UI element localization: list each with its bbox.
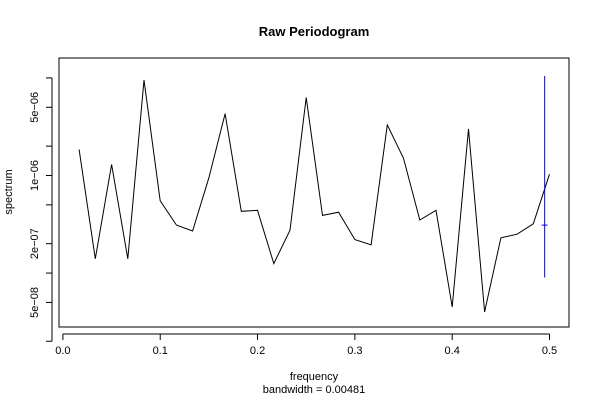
y-tick-label: 5e−08	[29, 287, 41, 318]
y-tick-label: 5e−06	[29, 92, 41, 123]
bandwidth-label: bandwidth = 0.00481	[263, 384, 365, 396]
spectrum-line	[78, 80, 550, 313]
confidence-bar	[541, 75, 548, 278]
plot-frame	[58, 57, 570, 328]
x-axis: 0.0 0.1 0.2 0.3 0.4 0.5	[55, 333, 557, 357]
x-tick-label: 0.5	[542, 345, 557, 357]
y-tick-label: 2e−07	[29, 228, 41, 259]
x-tick-label: 0.4	[445, 345, 460, 357]
chart-title: Raw Periodogram	[259, 24, 370, 39]
y-axis-label: spectrum	[3, 169, 15, 214]
x-tick-label: 0.3	[347, 345, 362, 357]
x-tick-label: 0.1	[153, 345, 168, 357]
y-axis: 5e−08 2e−07 1e−06 5e−06	[29, 77, 53, 342]
x-tick-label: 0.2	[250, 345, 265, 357]
x-axis-label: frequency	[290, 371, 339, 383]
spectrum-series	[78, 80, 550, 313]
y-tick-label: 1e−06	[29, 160, 41, 191]
x-tick-label: 0.0	[55, 345, 70, 357]
